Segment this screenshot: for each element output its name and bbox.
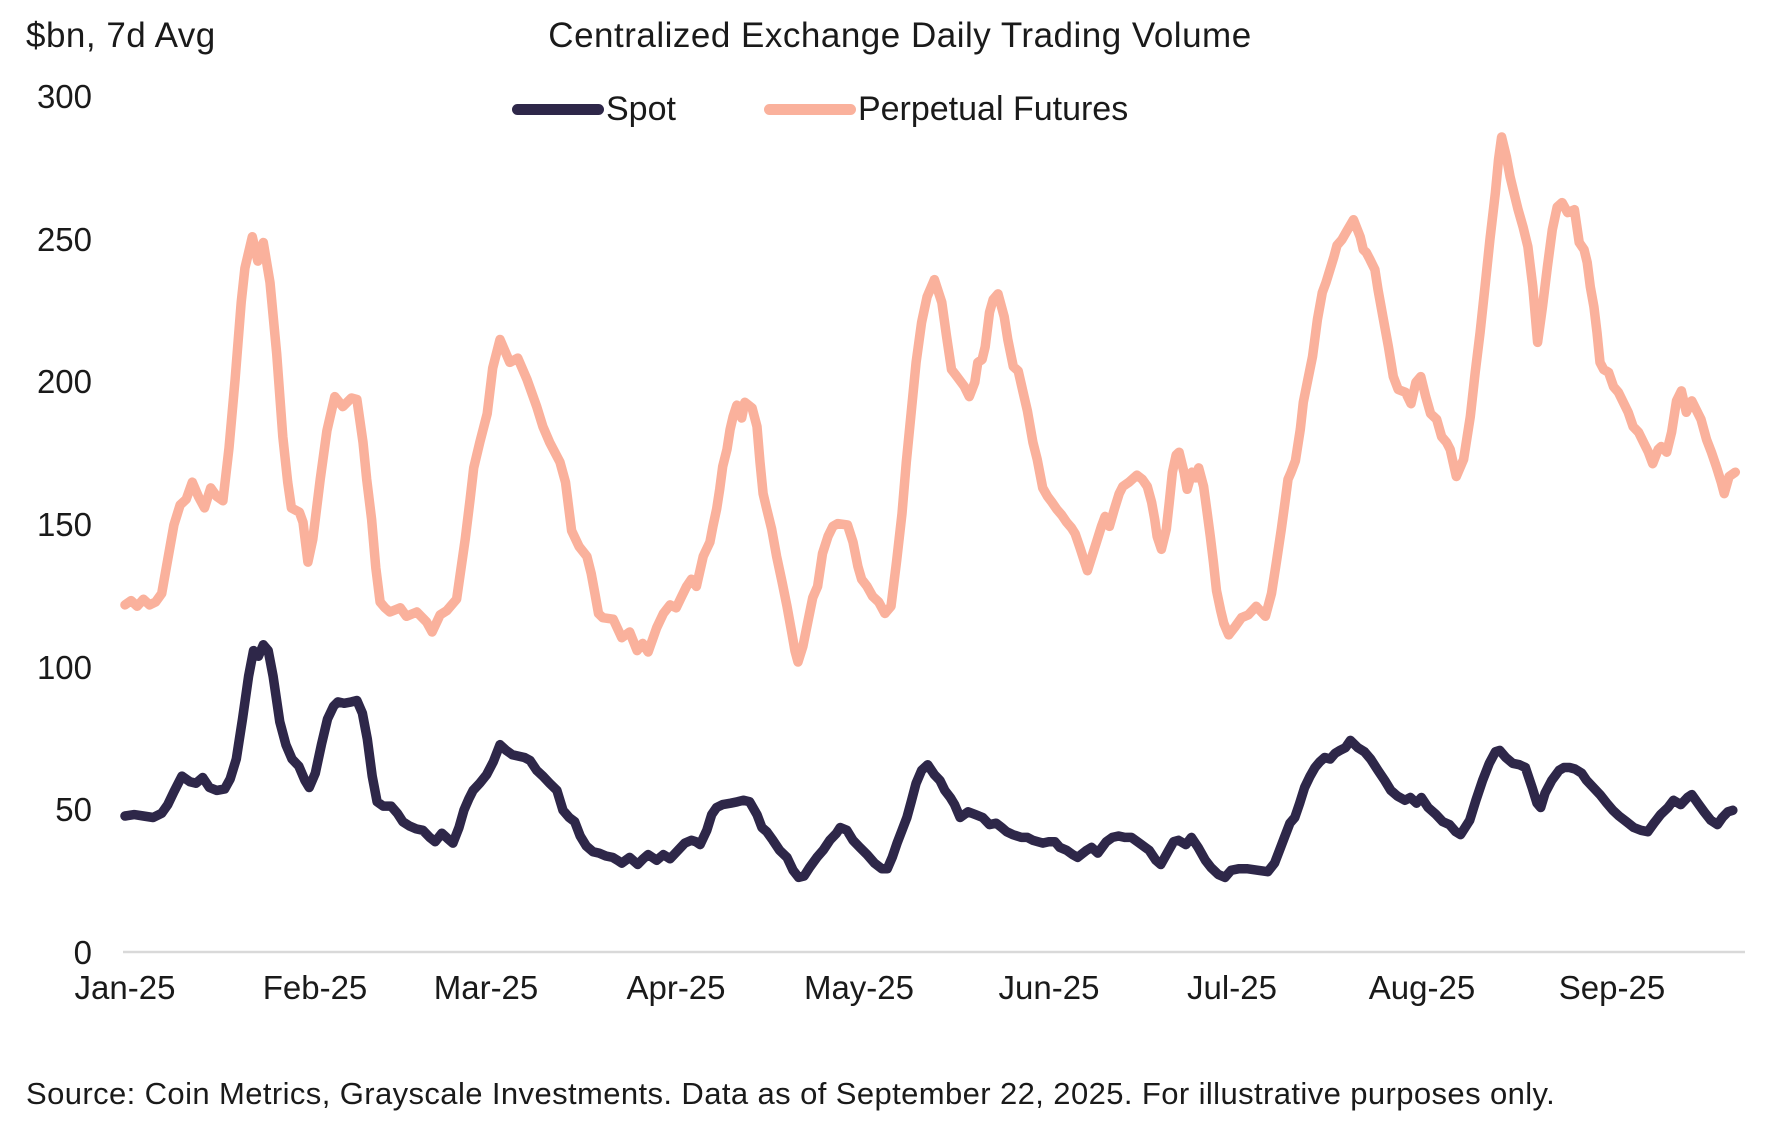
x-tick-jul-25: Jul-25: [1187, 969, 1277, 1006]
legend-label-spot: Spot: [606, 90, 676, 128]
spot-line-swatch-icon: [512, 104, 604, 115]
spot-line: [120, 640, 1738, 883]
y-tick-250: 250: [36, 221, 92, 258]
x-tick-feb-25: Feb-25: [262, 969, 368, 1006]
y-axis-unit-label: $bn, 7d Avg: [26, 16, 216, 55]
y-tick-300: 300: [36, 78, 92, 115]
perpetual-futures-line: [120, 132, 1741, 667]
x-tick-apr-25: Apr-25: [626, 969, 726, 1006]
chart-title: Centralized Exchange Daily Trading Volum…: [548, 16, 1252, 55]
legend: Spot Perpetual Futures: [512, 90, 1128, 129]
y-tick-0: 0: [73, 934, 92, 971]
x-tick-sep-25: Sep-25: [1558, 969, 1666, 1006]
x-tick-mar-25: Mar-25: [433, 969, 539, 1006]
y-tick-100: 100: [36, 649, 92, 686]
y-tick-150: 150: [36, 506, 92, 543]
x-tick-aug-25: Aug-25: [1368, 969, 1476, 1006]
x-tick-may-25: May-25: [803, 969, 915, 1006]
x-tick-jan-25: Jan-25: [74, 969, 176, 1006]
y-tick-50: 50: [55, 791, 92, 828]
legend-label-perpetual-futures: Perpetual Futures: [857, 90, 1129, 128]
perpetual-futures-line-swatch-icon: [763, 104, 856, 115]
y-tick-200: 200: [36, 363, 92, 400]
x-tick-jun-25: Jun-25: [998, 969, 1100, 1006]
source-note: Source: Coin Metrics, Grayscale Investme…: [26, 1076, 1556, 1111]
